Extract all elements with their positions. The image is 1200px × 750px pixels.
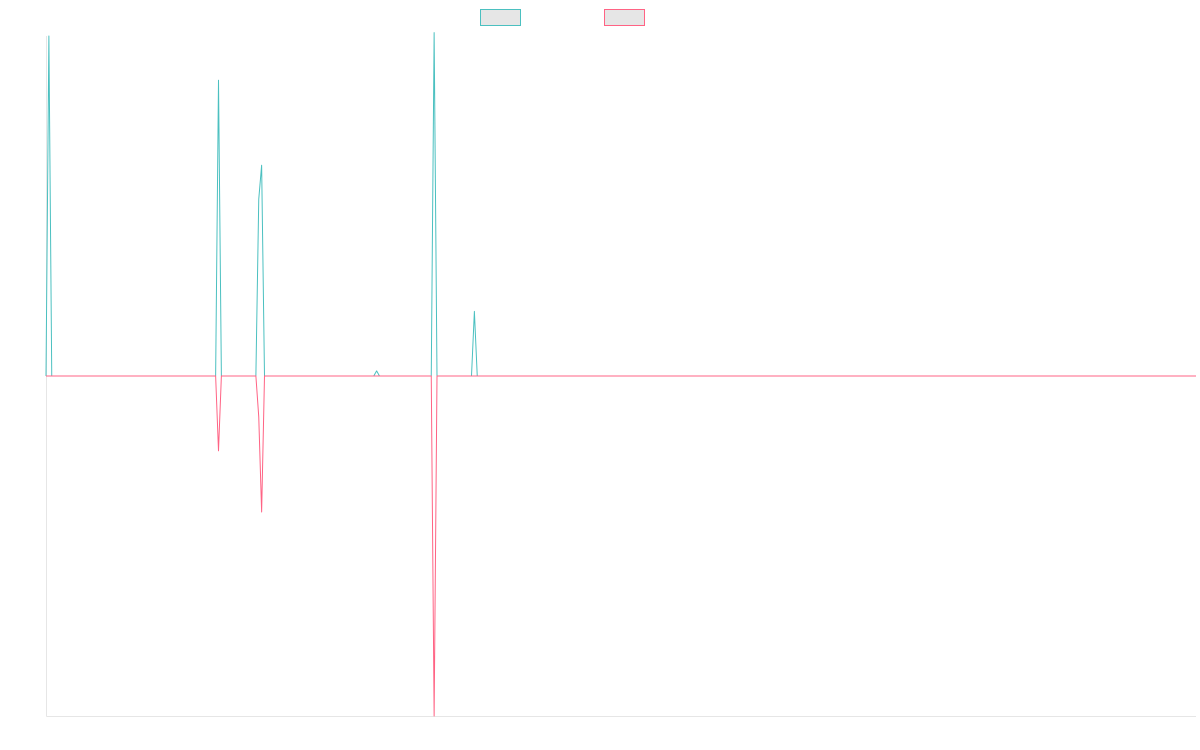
legend-swatch-1[interactable] (480, 9, 521, 26)
legend-swatch-2[interactable] (604, 9, 645, 26)
legend (480, 9, 645, 26)
series-line-1 (45, 32, 1196, 377)
series-layer (45, 32, 1196, 717)
series-line-2 (46, 375, 1196, 717)
